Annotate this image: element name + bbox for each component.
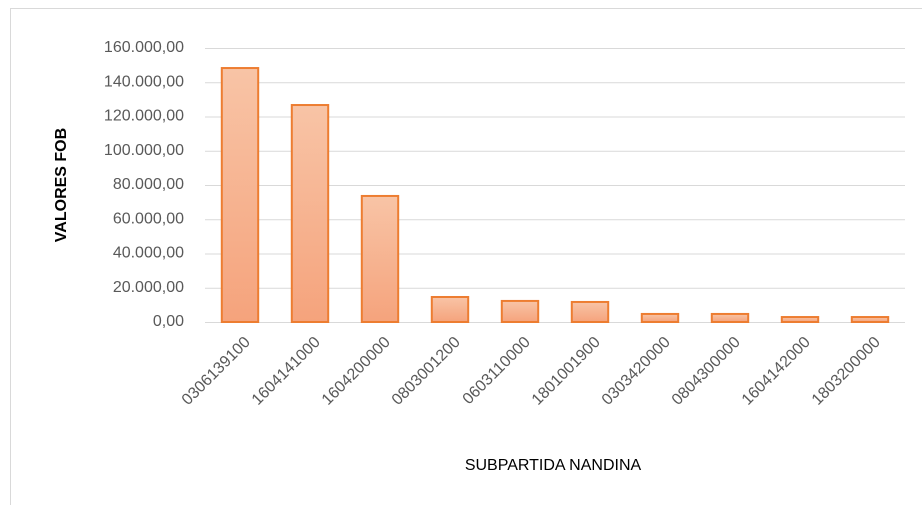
bar [290, 104, 330, 324]
bar [220, 67, 260, 323]
y-tick-label: 160.000,00 [104, 39, 184, 56]
y-tick-label: 120.000,00 [104, 108, 184, 125]
y-tick-label: 0,00 [153, 313, 184, 330]
y-axis-title: VALORES FOB [53, 128, 70, 242]
y-tick-label: 60.000,00 [113, 210, 184, 227]
bar [780, 316, 820, 324]
bar [500, 299, 540, 323]
x-axis-title: SUBPARTIDA NANDINA [465, 457, 642, 474]
bar [850, 316, 890, 324]
bar [640, 312, 680, 324]
y-tick-label: 80.000,00 [113, 176, 184, 193]
bar [430, 295, 470, 323]
y-tick-label: 100.000,00 [104, 142, 184, 159]
bar [710, 312, 750, 324]
y-tick-label: 140.000,00 [104, 73, 184, 90]
y-tick-label: 40.000,00 [113, 245, 184, 262]
y-tick-label: 20.000,00 [113, 279, 184, 296]
bar [360, 194, 400, 324]
bar [570, 300, 610, 323]
